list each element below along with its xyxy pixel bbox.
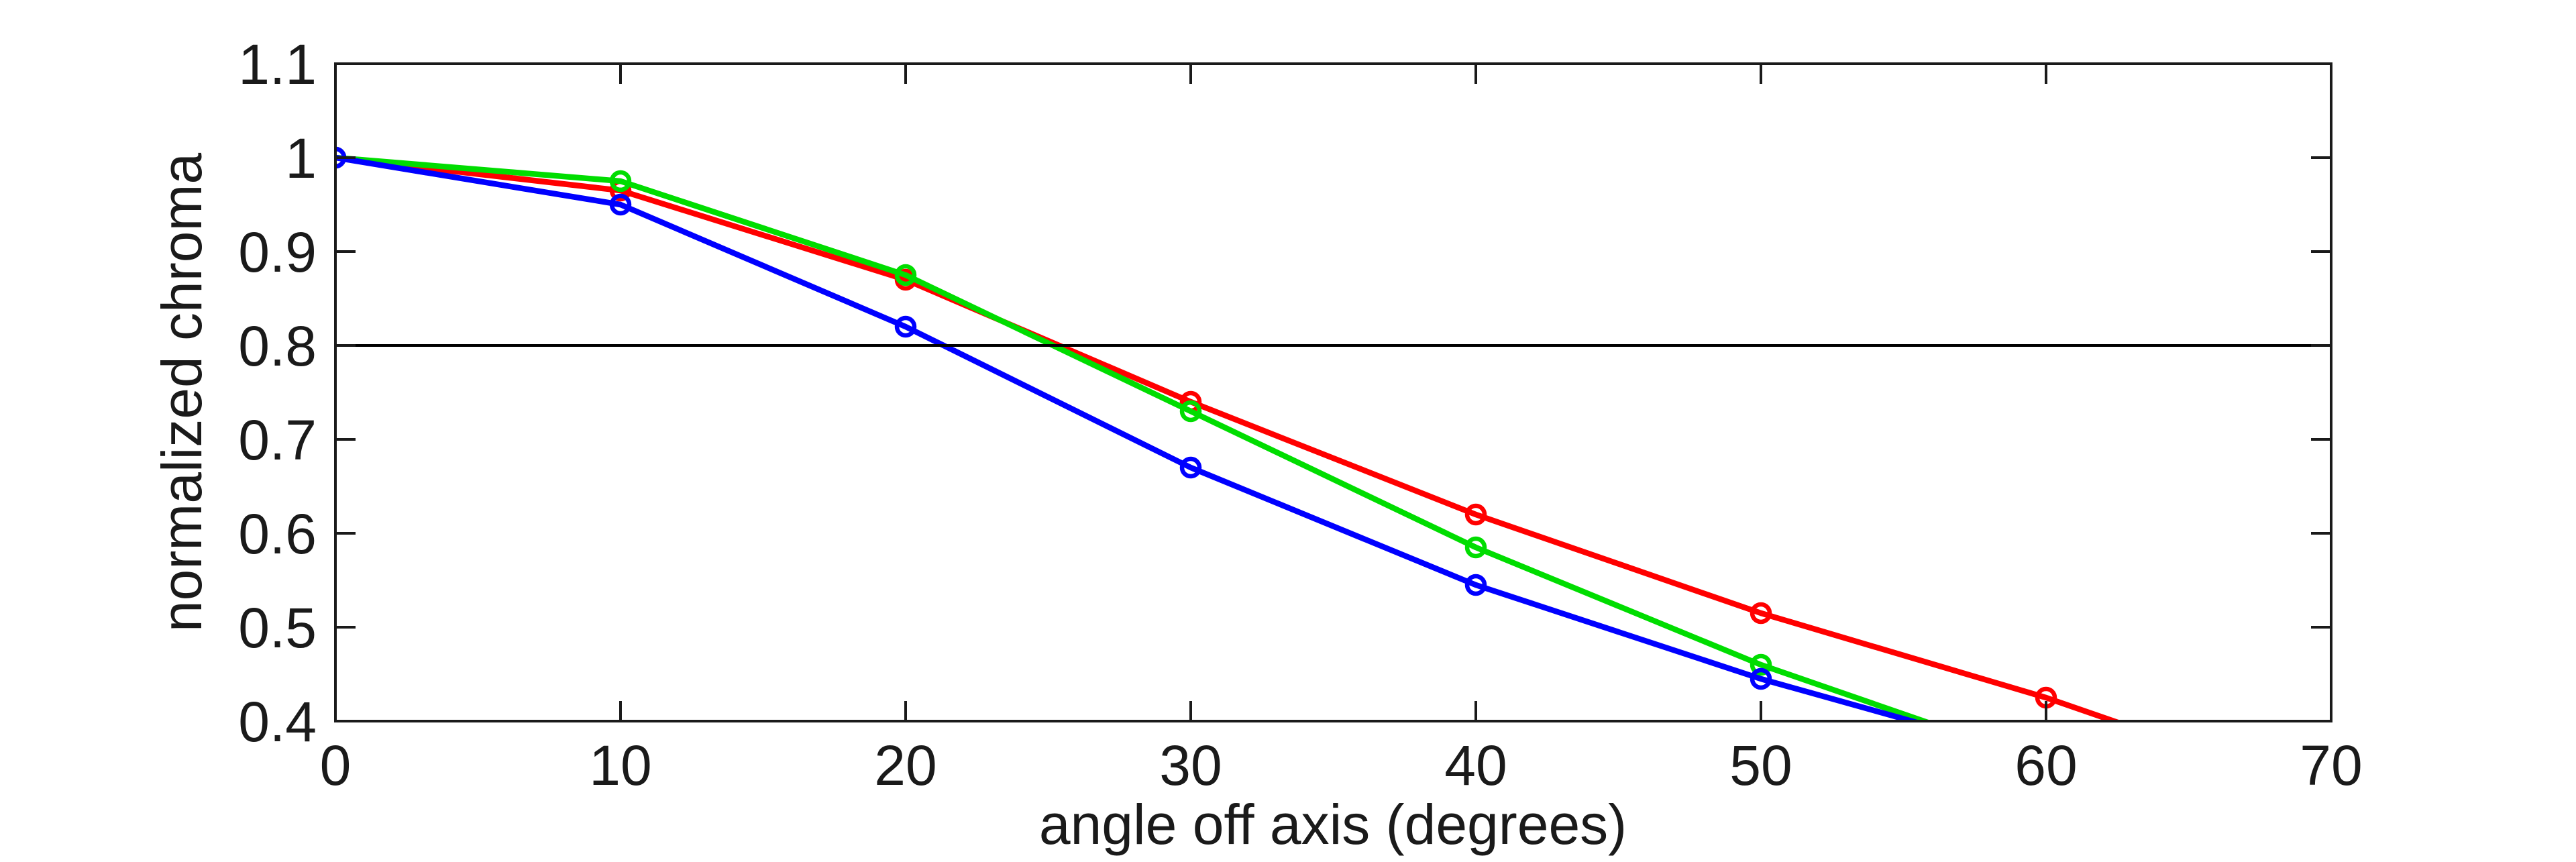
marker-green-50 [1750, 653, 1772, 676]
x-tick-label-60: 60 [2015, 734, 2077, 797]
marker-green-10 [609, 170, 632, 193]
marker-blue-10 [609, 193, 632, 216]
x-tick-label-40: 40 [1444, 734, 1507, 797]
series-line-green [335, 154, 1933, 721]
y-axis-label: normalized chroma [150, 153, 213, 633]
x-axis-label: angle off axis (degrees) [1039, 793, 1627, 856]
plot-box [334, 62, 2332, 722]
y-tick-label-0.7: 0.7 [238, 409, 317, 472]
series-line-blue [335, 154, 1923, 721]
x-tick-label-20: 20 [874, 734, 936, 797]
y-tick-label-1: 1 [285, 127, 317, 190]
marker-blue-20 [894, 315, 917, 338]
marker-blue-40 [1464, 574, 1487, 596]
x-tick-label-50: 50 [1729, 734, 1792, 797]
marker-green-20 [894, 264, 917, 286]
series-line-red [335, 154, 2123, 721]
plot-series-group [335, 146, 2123, 721]
y-tick-label-1.1: 1.1 [238, 33, 317, 96]
y-tick-label-0.4: 0.4 [238, 690, 317, 753]
marker-red-40 [1464, 503, 1487, 526]
y-tick-label-0.6: 0.6 [238, 502, 317, 565]
marker-red-50 [1750, 602, 1772, 625]
y-tick-label-0.8: 0.8 [238, 315, 317, 378]
x-tick-label-70: 70 [2300, 734, 2362, 797]
y-tick-label-0.9: 0.9 [238, 221, 317, 284]
x-tick-label-10: 10 [589, 734, 651, 797]
marker-blue-50 [1750, 667, 1772, 690]
marker-green-40 [1464, 536, 1487, 559]
x-tick-label-0: 0 [320, 734, 352, 797]
tick-labels-group: 0 10 20 30 40 50 60 70 0.4 0.5 0.6 0.7 0.8 0.9 1 1.1 [238, 33, 2363, 797]
marker-blue-30 [1179, 456, 1202, 479]
x-tick-label-30: 30 [1159, 734, 1222, 797]
axes-group [334, 62, 2332, 722]
y-tick-label-0.5: 0.5 [238, 596, 317, 659]
marker-green-30 [1179, 400, 1202, 423]
